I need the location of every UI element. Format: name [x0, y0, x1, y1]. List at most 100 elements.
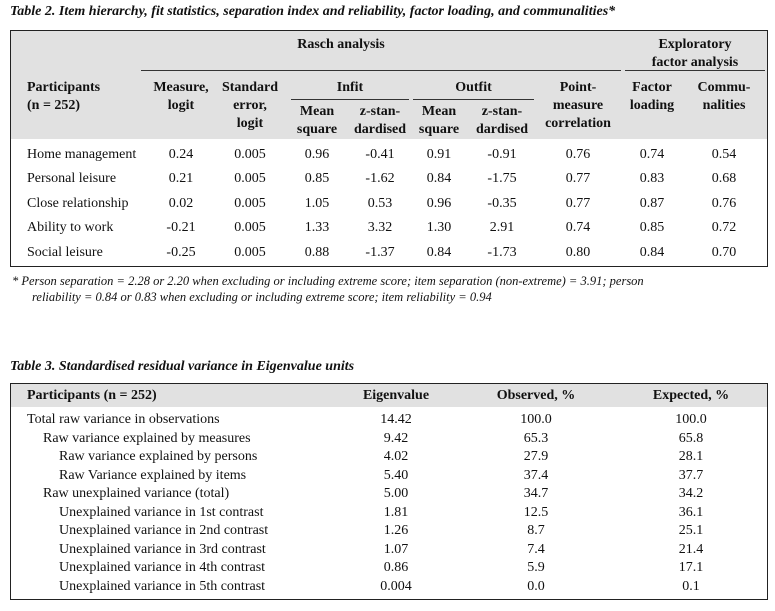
table-row-label: Total raw variance in observations [27, 412, 220, 427]
table-row-label: Raw variance explained by persons [59, 449, 258, 464]
cell-expected: 25.1 [678, 523, 704, 538]
table2-col-pm-line2: measure [552, 98, 604, 113]
cell-outfit-z: -1.75 [487, 171, 517, 186]
cell-observed: 37.4 [523, 467, 549, 483]
cell-comm: 0.68 [711, 171, 737, 186]
cell-observed: 8.7 [527, 523, 545, 538]
cell-expected: 21.4 [678, 541, 704, 557]
table2-header-band [11, 31, 767, 139]
table2: Rasch analysis Exploratory factor analys… [10, 30, 768, 267]
table-row-label: Unexplained variance in 5th contrast [59, 578, 266, 594]
cell-pm: 0.80 [565, 245, 591, 260]
cell-infit-ms: 1.05 [304, 196, 330, 211]
table2-col-fl-line2: loading [629, 98, 675, 113]
cell-outfit-ms: 0.91 [426, 147, 452, 162]
cell-infit-ms: 0.85 [304, 171, 330, 186]
table2-col-se-line3: logit [236, 116, 264, 131]
table3-caption: Table 3. Standardised residual variance … [10, 359, 355, 374]
cell-comm: 0.54 [711, 147, 737, 162]
table2-infit-rule [291, 99, 409, 100]
table2-footnote-line1: * Person separation = 2.28 or 2.20 when … [12, 274, 644, 288]
cell-infit-z: 3.32 [367, 220, 393, 235]
cell-eigenvalue: 5.00 [383, 486, 409, 501]
table2-group-efa-line2: factor analysis [651, 55, 739, 70]
cell-outfit-z: 2.91 [489, 220, 515, 235]
table3-col-observed: Observed, % [496, 388, 576, 403]
cell-observed: 34.7 [523, 486, 549, 501]
table2-col-fl-line1: Factor [632, 80, 672, 95]
cell-fl: 0.85 [639, 220, 665, 235]
cell-expected: 65.8 [678, 430, 704, 446]
cell-eigenvalue: 9.42 [383, 430, 409, 446]
cell-fl: 0.83 [639, 171, 665, 186]
cell-observed: 27.9 [523, 449, 549, 464]
table2-col-pm-line1: Point- [559, 80, 597, 95]
table2-col-outfit-z-line2: dardised [475, 122, 529, 137]
table-row-label: Raw variance explained by measures [43, 430, 251, 446]
cell-outfit-ms: 1.30 [426, 220, 452, 235]
cell-expected: 17.1 [678, 560, 704, 575]
table2-col-outfit-z-line1: z-stan- [481, 104, 523, 119]
table2-col-outfit-mean-line2: square [418, 122, 460, 137]
table-row-label: Unexplained variance in 2nd contrast [59, 523, 269, 538]
cell-expected: 37.7 [678, 467, 704, 483]
cell-fl: 0.87 [639, 196, 665, 211]
cell-observed: 12.5 [523, 504, 549, 520]
table-row-label: Raw unexplained variance (total) [43, 486, 230, 501]
table2-group-rasch: Rasch analysis [297, 37, 385, 52]
cell-eigenvalue: 1.26 [383, 523, 409, 538]
table2-efa-rule [625, 70, 765, 71]
cell-measure: -0.25 [166, 245, 196, 260]
cell-fl: 0.74 [639, 147, 665, 162]
cell-infit-ms: 0.96 [304, 147, 330, 162]
cell-outfit-ms: 0.96 [426, 196, 452, 211]
table-row-label: Unexplained variance in 1st contrast [59, 504, 264, 520]
cell-infit-ms: 0.88 [304, 245, 330, 260]
table-row-label: Home management [27, 147, 137, 162]
cell-infit-z: 0.53 [367, 196, 393, 211]
cell-expected: 36.1 [678, 504, 704, 520]
table2-col-infit-mean-line2: square [296, 122, 338, 137]
table2-col-comm-line1: Commu- [697, 80, 751, 95]
table2-rasch-rule [141, 70, 621, 71]
table-row-label: Close relationship [27, 196, 129, 211]
cell-outfit-ms: 0.84 [426, 245, 452, 260]
cell-se: 0.005 [234, 245, 266, 260]
cell-observed: 65.3 [523, 430, 549, 446]
cell-outfit-z: -0.91 [487, 147, 517, 162]
cell-eigenvalue: 1.07 [383, 541, 409, 557]
cell-outfit-ms: 0.84 [426, 171, 452, 186]
table2-col-infit-z-line1: z-stan- [359, 104, 401, 119]
table2-col-outfit-mean-line1: Mean [421, 104, 457, 119]
cell-measure: 0.02 [168, 196, 194, 211]
cell-expected: 34.2 [678, 486, 704, 501]
cell-outfit-z: -1.73 [487, 245, 517, 260]
cell-observed: 100.0 [520, 412, 552, 427]
cell-eigenvalue: 0.004 [380, 578, 412, 594]
table3-col-expected: Expected, % [652, 388, 730, 403]
cell-pm: 0.77 [565, 196, 591, 211]
table2-col-se-line1: Standard [221, 80, 279, 95]
table2-col-comm-line2: nalities [702, 98, 746, 113]
cell-measure: -0.21 [166, 220, 196, 235]
table2-col-measure-line2: logit [167, 98, 195, 113]
table2-footnote-line2: reliability = 0.84 or 0.83 when excludin… [32, 290, 492, 304]
cell-outfit-z: -0.35 [487, 196, 517, 211]
table2-col-infit: Infit [336, 80, 364, 95]
table-row-label: Raw Variance explained by items [59, 467, 247, 483]
cell-measure: 0.24 [168, 147, 194, 162]
cell-expected: 0.1 [682, 578, 700, 594]
cell-comm: 0.72 [711, 220, 737, 235]
table2-col-infit-mean-line1: Mean [299, 104, 335, 119]
cell-se: 0.005 [234, 147, 266, 162]
cell-se: 0.005 [234, 196, 266, 211]
cell-pm: 0.74 [565, 220, 591, 235]
table-row-label: Personal leisure [27, 171, 117, 186]
cell-observed: 7.4 [527, 541, 545, 557]
table-row-label: Unexplained variance in 3rd contrast [59, 541, 266, 557]
table2-col-se-line2: error, [233, 98, 267, 113]
table-row-label: Social leisure [27, 245, 103, 260]
cell-infit-ms: 1.33 [304, 220, 330, 235]
table2-col-measure-line1: Measure, [153, 80, 209, 95]
cell-se: 0.005 [234, 220, 266, 235]
